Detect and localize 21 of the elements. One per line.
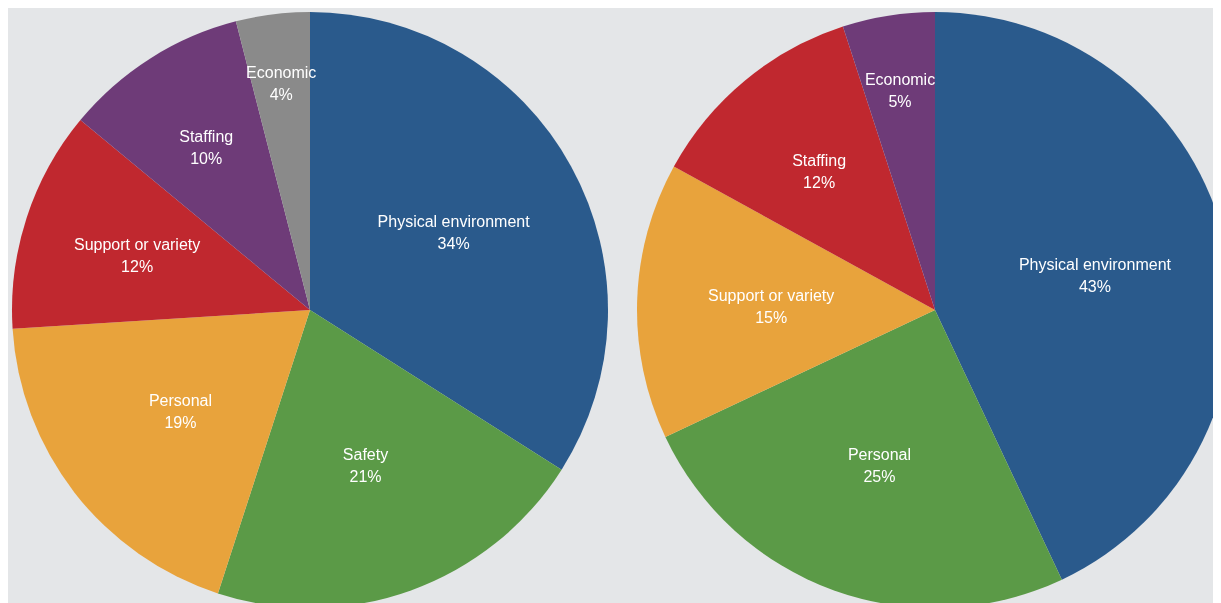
- slice-label: Support or variety: [73, 235, 201, 253]
- data-label: 12%: [803, 173, 836, 191]
- data-label: 25%: [863, 468, 896, 486]
- slice-label: Safety: [342, 446, 389, 464]
- slice-label: Personal: [847, 446, 912, 464]
- slice-label: Staffing: [792, 151, 847, 169]
- data-label: 4%: [269, 86, 293, 104]
- data-label: 12%: [121, 257, 154, 275]
- data-label: 34%: [437, 235, 470, 253]
- data-label: 10%: [190, 150, 223, 168]
- slice-label: Staffing: [179, 128, 234, 146]
- slice-label: Personal: [148, 392, 213, 410]
- data-label: 43%: [1078, 278, 1111, 296]
- slice-label: Physical environment: [377, 213, 531, 231]
- data-label: 21%: [349, 468, 382, 486]
- slice-label: Economic: [864, 71, 936, 89]
- data-label: 15%: [755, 308, 788, 326]
- slice-label: Support or variety: [708, 286, 835, 304]
- slice-label: Physical environment: [1018, 256, 1172, 274]
- data-label: 19%: [164, 414, 197, 432]
- data-label: 5%: [888, 93, 912, 111]
